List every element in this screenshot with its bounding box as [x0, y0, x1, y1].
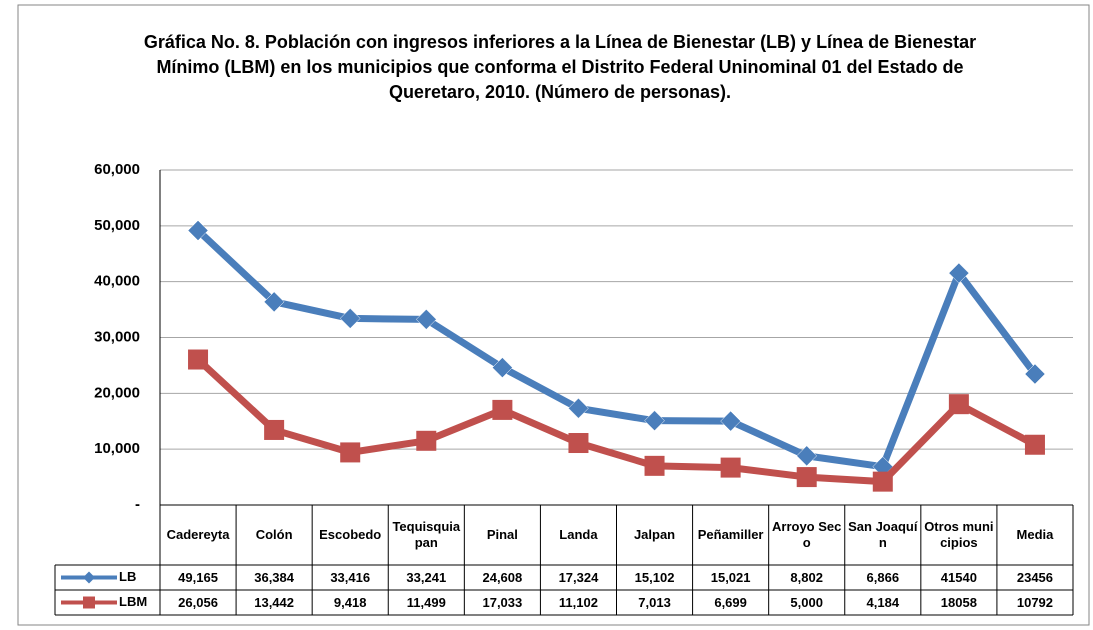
point-marker	[1024, 434, 1045, 455]
point-marker	[187, 220, 209, 241]
point-marker	[339, 308, 361, 329]
table-value: 33,241	[406, 569, 447, 585]
table-value: 13,442	[254, 594, 294, 610]
point-marker	[492, 357, 513, 378]
y-tick-label: 10,000	[94, 440, 140, 457]
table-value: 11,102	[558, 594, 598, 610]
y-tick-label: 40,000	[94, 273, 140, 290]
table-value: 11,499	[406, 594, 446, 610]
legend-label: LB	[119, 569, 136, 584]
point-marker	[263, 291, 285, 313]
x-tick-label: Colón	[255, 527, 293, 542]
legend-label: LBM	[119, 594, 147, 609]
table-value: 26,056	[178, 594, 218, 610]
x-tick-label: Pinal	[486, 527, 518, 542]
table-value: 15,102	[634, 569, 675, 585]
x-tick-label: Media	[1016, 527, 1054, 542]
chart-title: Gráfica No. 8. Población con ingresos in…	[143, 32, 977, 102]
x-tick-label: Jalpan	[633, 527, 676, 542]
table-value: 15,021	[710, 569, 751, 585]
x-tick-label: Escobedo	[319, 527, 382, 542]
table-value: 17,324	[558, 569, 599, 585]
point-marker	[720, 410, 741, 432]
x-tick-label: Peñamiller	[697, 527, 764, 542]
x-tick-label: Landa	[559, 527, 598, 542]
point-marker	[1024, 363, 1046, 385]
point-marker	[796, 467, 817, 488]
table-value: 9,418	[333, 594, 367, 610]
point-marker	[872, 471, 893, 492]
point-marker	[568, 433, 589, 454]
x-tick-label: Arroyo Seco	[772, 519, 842, 550]
y-tick-label: 50,000	[94, 217, 140, 234]
point-marker	[644, 455, 665, 476]
series-line	[195, 356, 1037, 486]
point-marker	[188, 349, 209, 370]
legend-marker	[83, 596, 95, 609]
y-tick-label: 60,000	[94, 161, 140, 178]
x-tick-label: Otros municipios	[924, 519, 994, 550]
y-tick-label: -	[135, 496, 140, 513]
table-value: 6,866	[866, 569, 900, 585]
x-tick-label: Cadereyta	[166, 527, 230, 542]
table-value: 23456	[1016, 569, 1054, 585]
point-marker	[415, 309, 437, 330]
table-value: 5,000	[790, 594, 823, 610]
x-tick-label: Tequisquiapan	[392, 519, 461, 550]
point-marker	[492, 399, 513, 420]
table-value: 24,608	[482, 569, 523, 585]
point-marker	[340, 442, 361, 463]
chart-frame	[17, 4, 1090, 626]
legend-marker	[83, 571, 95, 584]
point-marker	[568, 397, 589, 419]
x-tick-label: San Joaquín	[848, 519, 918, 550]
table-value: 7,013	[638, 594, 671, 610]
table-value: 4,184	[866, 594, 900, 610]
point-marker	[948, 262, 970, 284]
y-tick-label: 20,000	[94, 384, 140, 401]
point-marker	[416, 430, 437, 451]
point-marker	[948, 394, 969, 415]
table-value: 36,384	[254, 569, 294, 585]
table-value: 49,165	[178, 569, 218, 585]
series-line	[195, 227, 1038, 471]
table-value: 10792	[1016, 594, 1054, 610]
table-value: 41540	[940, 569, 977, 585]
table-value: 33,416	[330, 569, 371, 585]
table-value: 17,033	[482, 594, 523, 610]
point-marker	[720, 457, 741, 478]
table-value: 18058	[940, 594, 977, 610]
table-value: 8,802	[790, 569, 823, 585]
point-marker	[644, 410, 665, 432]
table-value: 6,699	[714, 594, 747, 610]
point-marker	[796, 445, 818, 467]
y-tick-label: 30,000	[94, 328, 140, 345]
point-marker	[264, 419, 285, 440]
